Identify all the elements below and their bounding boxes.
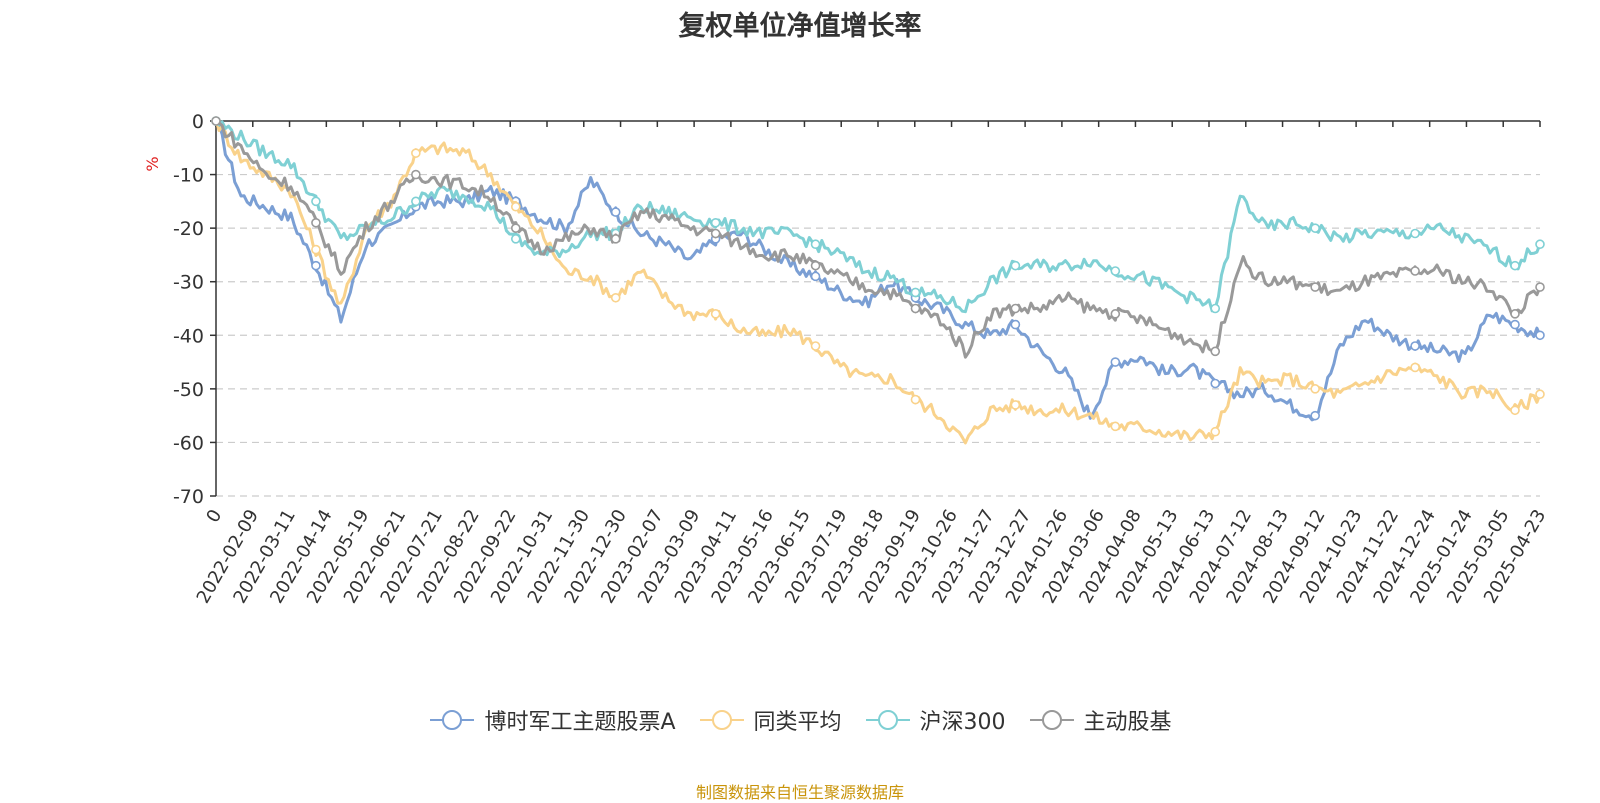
series-point-0 (1535, 330, 1545, 341)
series-point-1 (311, 244, 321, 255)
legend-item-1[interactable]: 同类平均 (698, 704, 842, 736)
series-point-0 (1210, 378, 1221, 389)
source-note: 制图数据来自恒生聚源数据库 (695, 783, 904, 802)
y-axis-unit: % (143, 156, 162, 171)
series-point-1 (1210, 426, 1221, 437)
series-point-1 (910, 394, 921, 405)
y-tick-label: -10 (173, 165, 204, 187)
series-point-2 (510, 234, 521, 244)
series-point-3 (1210, 346, 1221, 357)
series-point-3 (1535, 282, 1545, 292)
series-point-3 (810, 260, 821, 271)
series-point-1 (1110, 421, 1121, 432)
series-point-3 (1010, 303, 1021, 314)
y-tick-label: -50 (173, 379, 204, 401)
series-point-1 (1310, 384, 1320, 394)
series-point-0 (610, 207, 621, 217)
series-point-2 (1110, 266, 1121, 276)
series-point-3 (1110, 309, 1121, 319)
series-point-0 (1510, 319, 1520, 330)
series-point-0 (810, 271, 821, 282)
grid-lines (216, 173, 1540, 497)
legend-item-0[interactable]: 博时军工主题股票A (428, 704, 676, 736)
series-point-1 (1510, 405, 1520, 416)
series-point-2 (1010, 260, 1021, 271)
series-point-3 (1410, 266, 1420, 276)
legend: 博时军工主题股票A 同类平均 沪深300 主动股基 (0, 704, 1600, 736)
series-point-3 (510, 223, 521, 233)
legend-item-2[interactable]: 沪深300 (864, 704, 1006, 736)
series-point-3 (211, 116, 221, 126)
series-point-2 (1410, 228, 1420, 239)
legend-line-circle-icon (699, 710, 744, 730)
legend-item-3[interactable]: 主动股基 (1028, 704, 1172, 736)
series-point-3 (1510, 309, 1520, 319)
series-point-0 (1110, 357, 1121, 367)
series-point-2 (810, 239, 821, 250)
series-lines (211, 116, 1545, 445)
chart-title: 复权单位净值增长率 (678, 11, 922, 42)
y-tick-label: -40 (173, 325, 204, 347)
y-tick-label: -20 (173, 218, 204, 240)
series-point-2 (1535, 239, 1545, 250)
legend-label: 博时军工主题股票A (484, 710, 676, 735)
series-point-1 (710, 309, 721, 319)
legend-label: 同类平均 (753, 710, 842, 735)
series-point-3 (311, 217, 321, 228)
series-point-3 (710, 228, 721, 239)
series-point-2 (311, 196, 321, 207)
legend-label: 主动股基 (1083, 710, 1172, 735)
line-chart: 0-10-20-30-40-50-60-7002022-02-092022-03… (143, 111, 1550, 607)
series-point-1 (810, 341, 821, 351)
legend-line-circle-icon (1029, 710, 1074, 730)
series-point-3 (411, 169, 421, 180)
series-point-0 (1010, 319, 1021, 330)
series-point-0 (1310, 410, 1320, 421)
legend-label: 沪深300 (919, 710, 1006, 735)
series-point-2 (710, 217, 721, 228)
y-tick-label: 0 (192, 111, 204, 133)
series-point-2 (411, 196, 421, 207)
series-point-2 (1510, 260, 1520, 271)
series-point-1 (610, 292, 621, 303)
series-point-2 (1310, 223, 1320, 233)
series-point-2 (1210, 303, 1221, 314)
y-tick-label: -30 (173, 272, 204, 294)
axes: 0-10-20-30-40-50-60-7002022-02-092022-03… (173, 111, 1550, 607)
series-point-0 (311, 260, 321, 271)
series-point-1 (1535, 389, 1545, 400)
legend-line-circle-icon (430, 710, 475, 730)
series-point-3 (910, 303, 921, 314)
y-tick-label: -70 (173, 486, 204, 508)
series-point-1 (1010, 400, 1021, 410)
series-point-1 (1410, 362, 1420, 373)
series-point-1 (411, 148, 421, 158)
series-point-2 (910, 287, 921, 298)
x-tick-label: 0 (202, 506, 226, 526)
series-point-1 (510, 201, 521, 212)
legend-line-circle-icon (865, 710, 910, 730)
series-point-3 (1310, 282, 1320, 292)
series-point-3 (610, 234, 621, 244)
y-tick-label: -60 (173, 432, 204, 454)
series-point-0 (1410, 341, 1420, 351)
